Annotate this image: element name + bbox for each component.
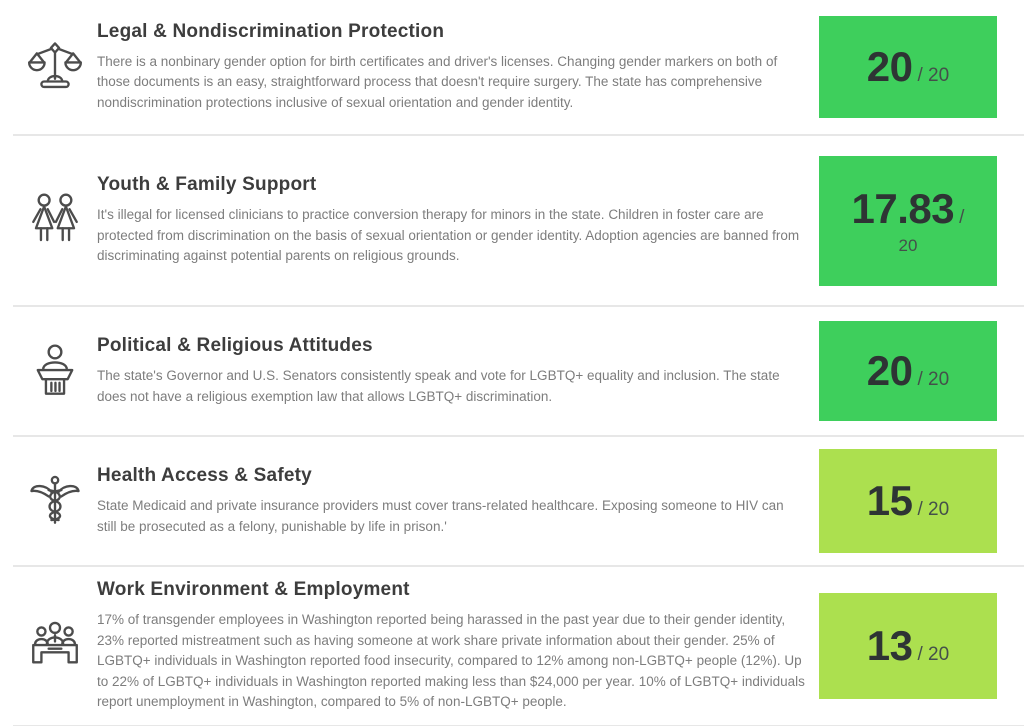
score-max-wrapped: 20 <box>898 235 918 255</box>
meeting-table-icon <box>13 617 97 675</box>
score-max: / 20 <box>917 498 950 520</box>
scales-of-justice-icon <box>13 38 97 96</box>
caduceus-icon <box>13 472 97 530</box>
category-title: Legal & Nondiscrimination Protection <box>97 20 445 42</box>
female-couple-icon <box>13 192 97 250</box>
score-badge: 13/ 20 <box>819 592 997 699</box>
category-section-health: Health Access & Safety State Medicaid an… <box>13 437 1024 567</box>
category-section-work: Work Environment & Employment 17% of tra… <box>13 567 1024 726</box>
category-title: Work Environment & Employment <box>97 579 410 600</box>
category-description: State Medicaid and private insurance pro… <box>97 498 784 534</box>
category-section-legal: Legal & Nondiscrimination Protection The… <box>13 0 1024 136</box>
score-value: 13 <box>866 621 913 669</box>
score-badge: 20/ 20 <box>819 321 997 421</box>
score-value: 15 <box>866 476 913 524</box>
category-description: 17% of transgender employees in Washingt… <box>97 612 805 709</box>
category-title: Health Access & Safety <box>97 465 312 486</box>
category-text: Political & Religious Attitudes The stat… <box>97 335 805 407</box>
score-value: 17.83 <box>851 184 955 232</box>
category-description: It's illegal for licensed clinicians to … <box>97 207 800 264</box>
category-text: Health Access & Safety State Medicaid an… <box>97 465 805 537</box>
score-max: / 20 <box>917 643 950 665</box>
category-description: The state's Governor and U.S. Senators c… <box>97 368 780 404</box>
category-section-political-religious: Political & Religious Attitudes The stat… <box>13 307 1024 437</box>
category-title: Youth & Family Support <box>97 174 317 196</box>
score-max: / 20 <box>917 368 950 390</box>
score-badge: 17.83/ 20 <box>819 155 997 286</box>
category-description: There is a nonbinary gender option for b… <box>97 53 778 110</box>
category-title: Political & Religious Attitudes <box>97 335 373 356</box>
category-text: Legal & Nondiscrimination Protection The… <box>97 21 805 114</box>
score-badge: 15/ 20 <box>819 449 997 553</box>
category-section-youth-family: Youth & Family Support It's illegal for … <box>13 136 1024 307</box>
category-text: Work Environment & Employment 17% of tra… <box>97 579 805 713</box>
score-value: 20 <box>866 42 913 90</box>
score-value: 20 <box>866 346 913 394</box>
category-text: Youth & Family Support It's illegal for … <box>97 174 805 267</box>
score-max: / <box>959 206 965 228</box>
score-badge: 20/ 20 <box>819 16 997 118</box>
score-max: / 20 <box>917 64 950 86</box>
podium-speaker-icon <box>13 342 97 400</box>
